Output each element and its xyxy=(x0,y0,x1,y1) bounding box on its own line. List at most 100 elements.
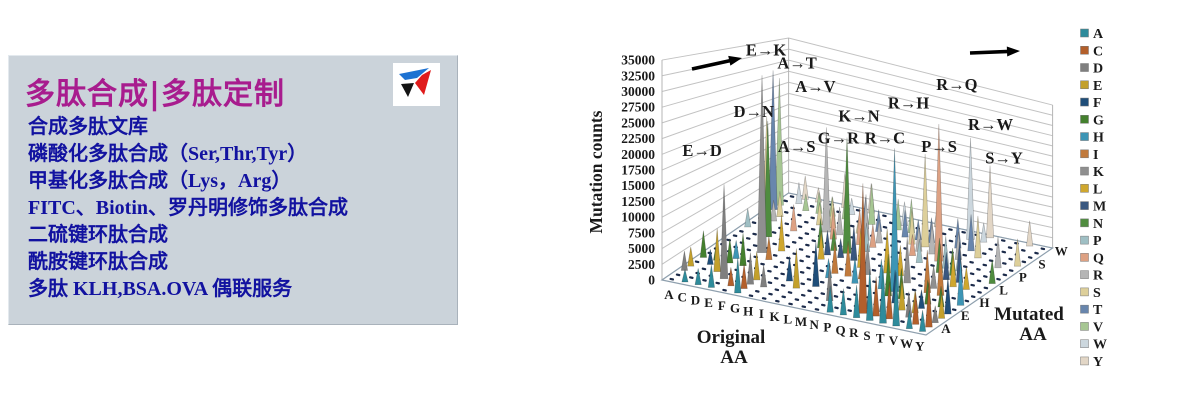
legend-swatch-R xyxy=(1080,270,1089,279)
floor-dot xyxy=(931,298,937,302)
arrow-left-head xyxy=(728,55,742,66)
floor-dot xyxy=(751,221,757,225)
floor-dot xyxy=(752,244,758,247)
service-list: 合成多肽文库 磷酸化多肽合成（Ser,Thr,Tyr） 甲基化多肽合成（Lys，Ar… xyxy=(28,114,348,303)
x-tick-label: K xyxy=(770,309,781,324)
arrow-left-shaft xyxy=(691,57,735,71)
spike-P-Q xyxy=(908,234,916,256)
service-item: 酰胺键环肽合成 xyxy=(28,251,168,273)
floor-dot xyxy=(787,291,793,294)
peak-label: P→S xyxy=(921,137,957,156)
spike-T-E xyxy=(898,278,906,311)
floor-dot xyxy=(689,276,694,279)
spike-V-L xyxy=(949,252,957,288)
peak-label: D→N xyxy=(734,102,774,121)
legend-swatch-M xyxy=(1080,201,1089,210)
spike-R-A xyxy=(852,284,861,319)
spike-F-I xyxy=(765,236,773,261)
peak-label: A→V xyxy=(795,77,835,96)
x-tick-label: R xyxy=(849,325,859,340)
spike-L-F xyxy=(812,241,820,287)
spike-Y-N xyxy=(988,259,996,284)
y-tick-label: 35000 xyxy=(621,53,655,68)
legend-swatch-V xyxy=(1080,322,1089,331)
peak-labels: A→V A→T A→S G→R D→N S→Y R→W P→S E→K K→N R→Q E→D R→H R… xyxy=(682,40,1023,167)
legend-swatch-T xyxy=(1080,304,1089,314)
legend-label-C: C xyxy=(1093,44,1103,59)
floor-dot xyxy=(961,230,966,234)
service-item: FITC、Biotin、罗丹明修饰多肽合成 xyxy=(28,197,349,219)
y-tick-label: 25000 xyxy=(621,115,655,130)
spike-T-C xyxy=(885,281,893,320)
floor-dot xyxy=(799,270,805,274)
floor-dot xyxy=(900,320,905,323)
floor-dot xyxy=(911,277,916,280)
floor-dot xyxy=(748,294,754,298)
floor-dot xyxy=(1002,273,1008,277)
y-tick-label: 10000 xyxy=(621,210,655,225)
floor-dot xyxy=(760,262,765,266)
floor-dot xyxy=(941,232,947,236)
direction-arrows xyxy=(691,46,1020,71)
legend-label-F: F xyxy=(1093,96,1102,111)
floor-dot xyxy=(981,252,987,255)
x-tick-label: I xyxy=(759,306,764,321)
floor-dot xyxy=(785,245,791,249)
legend-label-I: I xyxy=(1093,148,1098,163)
x-axis-title-line2: AA xyxy=(720,347,748,368)
spike-W-L xyxy=(962,266,970,290)
floor-dot xyxy=(772,242,777,246)
floor-dot xyxy=(983,275,988,278)
y-tick-label: 30000 xyxy=(621,84,655,99)
service-item: 合成多肽文库 xyxy=(28,116,148,138)
spike-A-P xyxy=(744,208,752,228)
spike-D-E xyxy=(713,228,721,272)
spike-Q-A xyxy=(839,288,847,316)
z-axis-title-line2: AA xyxy=(1019,324,1047,345)
z-axis-title-line1: Mutated xyxy=(994,304,1064,325)
legend-swatch-G xyxy=(1080,115,1089,124)
spike-R-C xyxy=(858,183,868,314)
floor-dot xyxy=(951,296,956,300)
floor-dot xyxy=(833,283,838,287)
legend-label-T: T xyxy=(1093,303,1103,318)
spike-W-Y xyxy=(1026,220,1034,247)
floor-dot xyxy=(800,293,806,297)
floor-dot xyxy=(982,263,988,267)
legend-label-W: W xyxy=(1093,338,1107,353)
legend-swatch-L xyxy=(1080,184,1089,193)
floor-dot xyxy=(675,273,681,277)
peak-label: E→K xyxy=(746,40,787,59)
z-tick-label: H xyxy=(979,295,989,310)
floor-dot xyxy=(855,208,861,212)
floor-dot xyxy=(896,240,902,243)
floor-dot xyxy=(977,290,982,294)
floor-dot xyxy=(694,260,700,264)
spike-W-A xyxy=(905,309,913,330)
floor-dot xyxy=(882,214,887,218)
legend-swatch-E xyxy=(1080,80,1089,90)
floor-dot xyxy=(833,295,839,298)
spike-N-H xyxy=(851,256,859,284)
y-tick-label: 7500 xyxy=(628,225,655,240)
legend-label-K: K xyxy=(1093,165,1104,180)
spike-Y-D xyxy=(931,305,939,324)
spike-Q-L xyxy=(896,245,904,277)
spike-W-C xyxy=(912,292,920,325)
spike-H-R xyxy=(835,206,844,236)
floor-dot xyxy=(806,278,812,281)
floor-dot xyxy=(970,295,976,299)
peak-label: E→D xyxy=(682,141,722,160)
floor-dot xyxy=(798,248,804,251)
x-tick-label: T xyxy=(876,331,885,346)
spike-G-C xyxy=(740,263,748,289)
floor-dot xyxy=(797,225,803,228)
legend-swatch-N xyxy=(1080,218,1089,228)
spike-S-Y xyxy=(986,165,995,239)
floor-dot xyxy=(806,266,811,270)
legend-label-E: E xyxy=(1093,79,1102,94)
y-axis-title: Mutation counts xyxy=(586,110,606,233)
spike-E-A xyxy=(707,264,715,288)
legend-label-N: N xyxy=(1093,217,1103,232)
